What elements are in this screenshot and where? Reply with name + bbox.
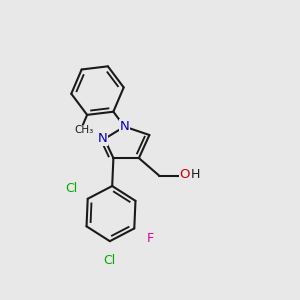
Text: CH₃: CH₃ bbox=[75, 125, 94, 135]
Text: Cl: Cl bbox=[103, 254, 115, 267]
Text: N: N bbox=[98, 132, 108, 146]
Text: O: O bbox=[179, 168, 190, 182]
Text: H: H bbox=[190, 168, 200, 181]
Text: F: F bbox=[147, 232, 154, 245]
Text: N: N bbox=[120, 120, 129, 133]
Text: Cl: Cl bbox=[65, 182, 77, 195]
